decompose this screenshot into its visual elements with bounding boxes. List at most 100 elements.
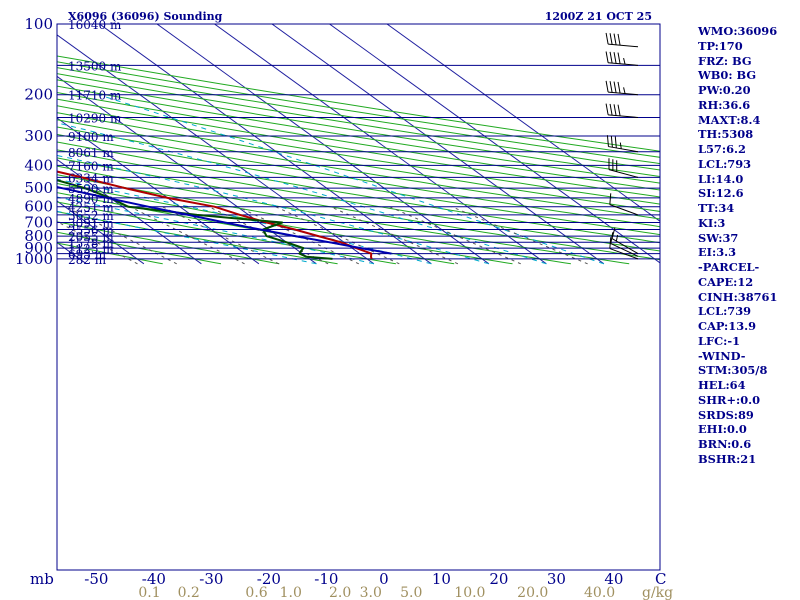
plot-frame xyxy=(56,23,661,571)
stat-item: CAPE:12 xyxy=(698,274,754,289)
mixing-ratio-unit-label: g/kg xyxy=(642,585,673,600)
pressure-label: 800 xyxy=(24,227,53,245)
height-label: 16040 m xyxy=(68,18,122,32)
isotherm-line xyxy=(57,117,260,265)
isotherm-line xyxy=(57,158,202,265)
temperature-unit-label: C xyxy=(655,570,666,588)
dry-adiabat-line xyxy=(57,211,338,265)
stat-item: SHR+:0.0 xyxy=(698,392,761,407)
wind-barb xyxy=(605,80,639,96)
stat-item: STM:305/8 xyxy=(698,363,768,378)
mixing-ratio-label: 3.0 xyxy=(360,585,382,600)
height-label: 3652 m xyxy=(68,209,114,223)
stat-item: KI:3 xyxy=(698,215,726,230)
wind-barb xyxy=(605,32,639,48)
height-label: 6334 m xyxy=(68,171,114,185)
mixing-ratio-label: 0.6 xyxy=(245,585,267,600)
mixing-ratio-label: 0.2 xyxy=(178,585,200,600)
pressure-label: 1000 xyxy=(15,250,53,268)
stat-item: LFC:-1 xyxy=(698,333,741,348)
wind-barb xyxy=(608,158,639,178)
height-label: 7160 m xyxy=(68,159,114,173)
pressure-label: 400 xyxy=(24,156,53,174)
stat-item: SI:12.6 xyxy=(698,186,744,201)
dry-adiabat-line xyxy=(57,182,513,265)
stat-item: TP:170 xyxy=(698,38,743,53)
mixing-ratio-lines xyxy=(57,206,588,265)
isotherm-line xyxy=(214,24,547,265)
height-label: 1578 m xyxy=(68,236,114,250)
mixing-ratio-labels: 0.1 0.2 0.6 1.0 2.0 3.0 5.0 10.0 20.0 40.0 xyxy=(138,585,615,600)
dry-adiabat-line xyxy=(57,141,660,244)
temperature-label: 0 xyxy=(379,570,389,588)
stat-item: L57:6.2 xyxy=(698,142,746,156)
temperature-label: 20 xyxy=(489,570,508,588)
pressure-label: 300 xyxy=(24,127,53,145)
dry-adiabat-line xyxy=(57,112,660,212)
temperature-label: -30 xyxy=(199,570,223,588)
height-label: 8061 m xyxy=(68,146,114,160)
temperature-label: -20 xyxy=(257,570,281,588)
mixing-ratio-label: 0.1 xyxy=(138,585,160,600)
station-title: X6096 (36096) Sounding xyxy=(68,10,223,23)
dry-adiabat-line xyxy=(57,119,660,220)
observation-time: 1200Z 21 OCT 25 xyxy=(545,10,652,23)
temperature-label: 10 xyxy=(432,570,451,588)
isotherm-line xyxy=(329,24,660,264)
dry-adiabat-line xyxy=(57,201,396,265)
isotherm-line xyxy=(99,24,432,265)
dry-adiabat-line xyxy=(57,231,222,265)
mixing-ratio-line xyxy=(208,206,329,265)
stat-item: SRDS:89 xyxy=(698,407,754,422)
stat-item: HEL:64 xyxy=(698,378,746,392)
stat-item: BRN:0.6 xyxy=(698,437,752,451)
dry-adiabat-line xyxy=(57,157,660,261)
temperature-label: -50 xyxy=(84,570,108,588)
wind-barb xyxy=(605,51,639,66)
mixing-ratio-line xyxy=(237,206,359,265)
mixing-ratio-line xyxy=(129,206,245,265)
height-label: 13500 m xyxy=(68,59,122,73)
height-label: 4251 m xyxy=(68,201,114,215)
height-label: 3091 m xyxy=(68,216,114,230)
stat-item: TT:34 xyxy=(698,201,735,215)
mixing-ratio-label: 10.0 xyxy=(454,585,485,600)
pressure-unit-label: mb xyxy=(30,570,54,588)
stat-item: RH:36.6 xyxy=(698,97,751,112)
mixing-ratio-label: 5.0 xyxy=(400,585,422,600)
stat-item: EHI:0.0 xyxy=(698,422,747,437)
mixing-ratio-label: 40.0 xyxy=(584,585,615,600)
stat-item: TH:5308 xyxy=(698,127,754,142)
dry-adiabat-line xyxy=(57,79,660,177)
parcel-profile-line xyxy=(57,186,392,255)
stat-item: LCL:739 xyxy=(698,304,752,319)
sounding-indices-panel: WMO:36096 TP:170 FRZ: BG WB0: BG PW:0.20 RH:3… xyxy=(698,24,777,467)
mixing-ratio-line xyxy=(330,206,459,265)
isobar-lines xyxy=(57,24,660,260)
height-label: 9100 m xyxy=(68,130,114,144)
moist-adiabat-line xyxy=(57,196,375,265)
dry-adiabat-line xyxy=(57,126,660,228)
temperature-label: -10 xyxy=(314,570,338,588)
stat-item: CAP:13.9 xyxy=(698,319,757,333)
dry-adiabat-line xyxy=(57,165,630,265)
height-label: 2556 m xyxy=(68,224,114,238)
height-label: 10290 m xyxy=(68,111,122,125)
stat-item: CINH:38761 xyxy=(698,289,778,304)
moist-adiabat-line xyxy=(57,178,432,265)
stat-item: -WIND- xyxy=(698,348,746,363)
stat-item: -PARCEL- xyxy=(698,260,760,274)
moist-adiabat-line xyxy=(57,154,490,265)
stat-item: LCL:793 xyxy=(698,156,752,171)
mixing-ratio-line xyxy=(389,206,521,265)
stat-item: SW:37 xyxy=(698,230,739,245)
mixing-ratio-line xyxy=(275,206,400,265)
isotherm-line xyxy=(386,24,660,222)
dry-adiabat-line xyxy=(57,174,571,265)
isotherm-line xyxy=(271,24,605,265)
temperature-profile-line xyxy=(57,170,373,260)
stat-item: PW:0.20 xyxy=(698,83,751,97)
isotherm-line xyxy=(57,34,375,265)
